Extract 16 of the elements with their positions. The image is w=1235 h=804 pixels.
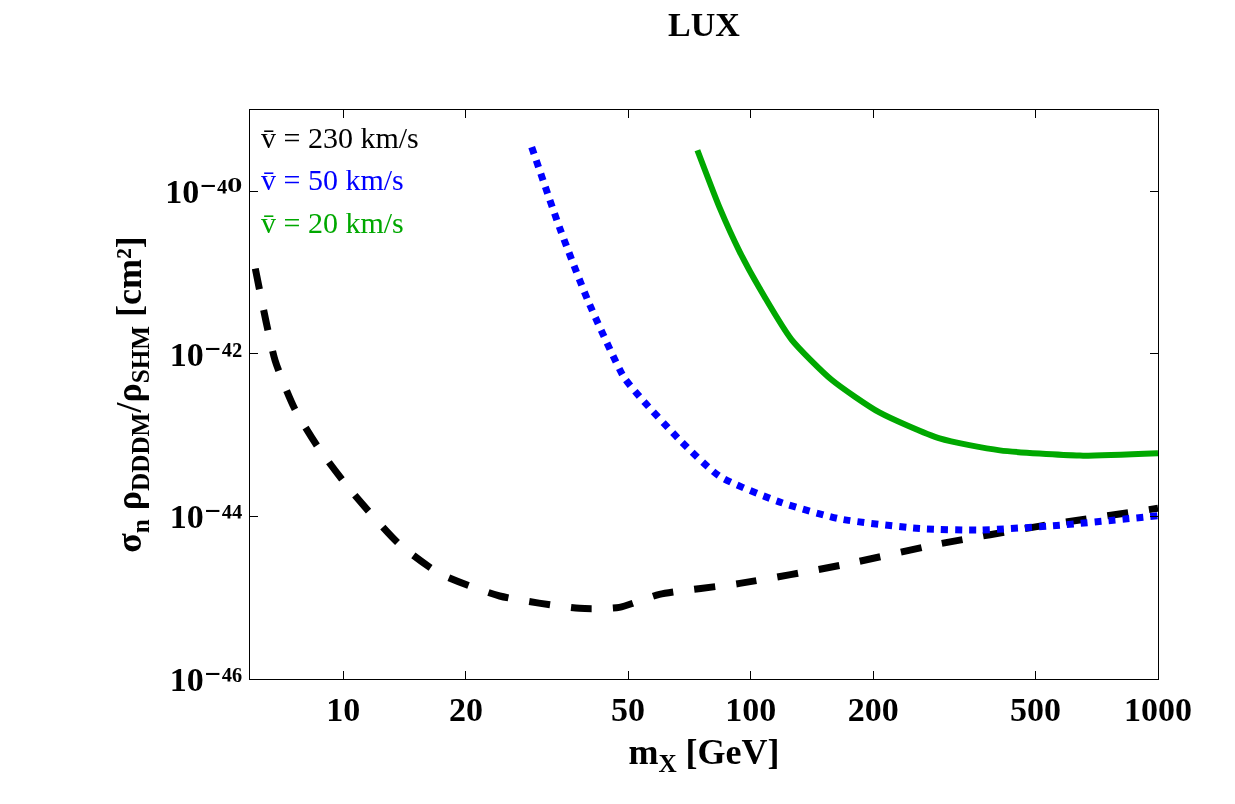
x-tick-label: 200 [847, 690, 899, 728]
text: v̄ = 20 km/s [261, 206, 404, 239]
x-tick-label: 50 [611, 690, 646, 728]
chart-title: LUX [668, 5, 741, 43]
x-tick-label: 100 [725, 690, 777, 728]
x-tick-label: 500 [1009, 690, 1061, 728]
y-tick-label: 10⁻⁴⁰ [165, 173, 243, 211]
x-tick-label: 20 [448, 690, 483, 728]
y-tick-label: 10⁻⁴² [169, 335, 243, 373]
x-tick-label: 10 [326, 690, 361, 728]
x-tick-label: 1000 [1124, 690, 1192, 728]
x-axis-title: m$_{X}$ [GeV] [628, 732, 780, 778]
y-tick-label: 10⁻⁴⁴ [169, 498, 243, 536]
y-tick-label: 10⁻⁴⁶ [169, 660, 243, 698]
legend-label: v̄ = 230 km/s [261, 121, 419, 154]
text: v̄ = 50 km/s [261, 163, 404, 196]
